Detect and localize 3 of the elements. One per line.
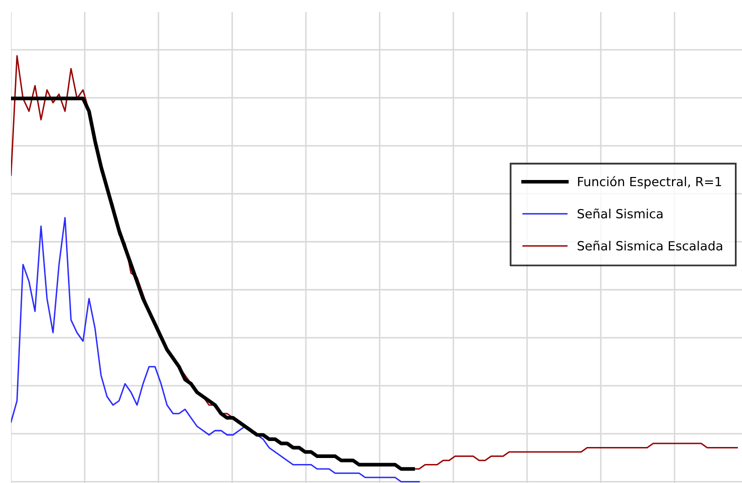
legend-label: Señal Sismica xyxy=(578,208,662,218)
legend-label: Señal Sismica Escalada xyxy=(578,240,722,251)
legend-label: Función Espectral, R=1 xyxy=(578,176,722,189)
